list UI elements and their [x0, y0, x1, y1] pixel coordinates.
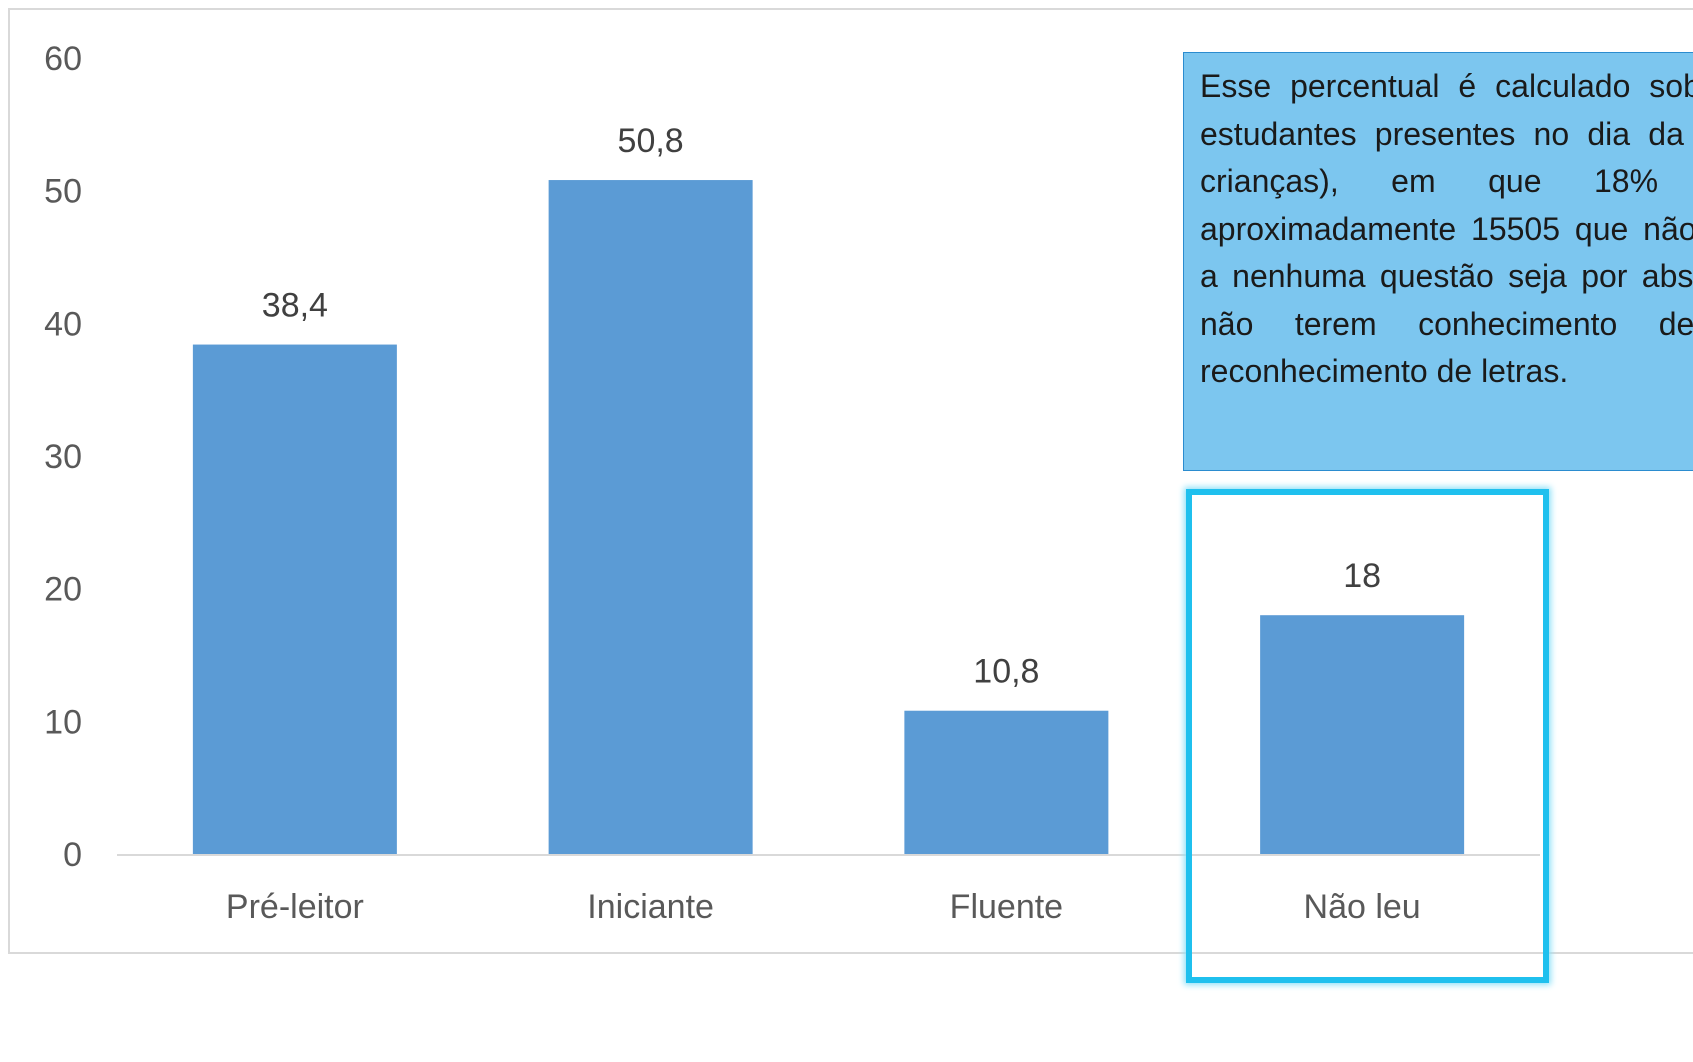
bar-chart: 0 10 20 30 40 50 60 Pré-leitor Iniciante Fluente…	[44, 40, 1540, 926]
y-tick-label-10: 10	[44, 703, 82, 741]
x-axis-category-labels: Pré-leitor Iniciante Fluente Não leu	[226, 888, 1421, 926]
data-label-fluente: 10,8	[973, 653, 1039, 691]
data-label-nao-leu: 18	[1343, 557, 1381, 595]
y-tick-label-60: 60	[44, 40, 82, 78]
category-label-nao-leu: Não leu	[1304, 888, 1421, 926]
y-tick-label-30: 30	[44, 438, 82, 476]
category-label-pre-leitor: Pré-leitor	[226, 888, 364, 926]
annotation-box: Esse percentual é calculado sobre o tota…	[1183, 52, 1693, 471]
y-tick-label-40: 40	[44, 305, 82, 343]
y-tick-label-20: 20	[44, 571, 82, 609]
bars	[192, 180, 1465, 854]
category-label-fluente: Fluente	[950, 888, 1063, 926]
category-label-iniciante: Iniciante	[587, 888, 714, 926]
y-tick-label-50: 50	[44, 173, 82, 211]
bar-pre-leitor	[192, 344, 397, 854]
highlight-frame-nao-leu	[1186, 489, 1549, 983]
y-tick-label-0: 0	[63, 836, 82, 874]
bar-iniciante	[548, 180, 753, 854]
bar-nao-leu	[1260, 615, 1465, 854]
data-label-pre-leitor: 38,4	[262, 287, 328, 325]
annotation-text: Esse percentual é calculado sobre o tota…	[1200, 68, 1693, 389]
data-label-iniciante: 50,8	[618, 122, 684, 160]
bar-fluente	[904, 710, 1109, 854]
data-labels: 38,4 50,8 10,8 18	[262, 122, 1381, 691]
y-axis-ticks: 0 10 20 30 40 50 60	[44, 40, 82, 874]
